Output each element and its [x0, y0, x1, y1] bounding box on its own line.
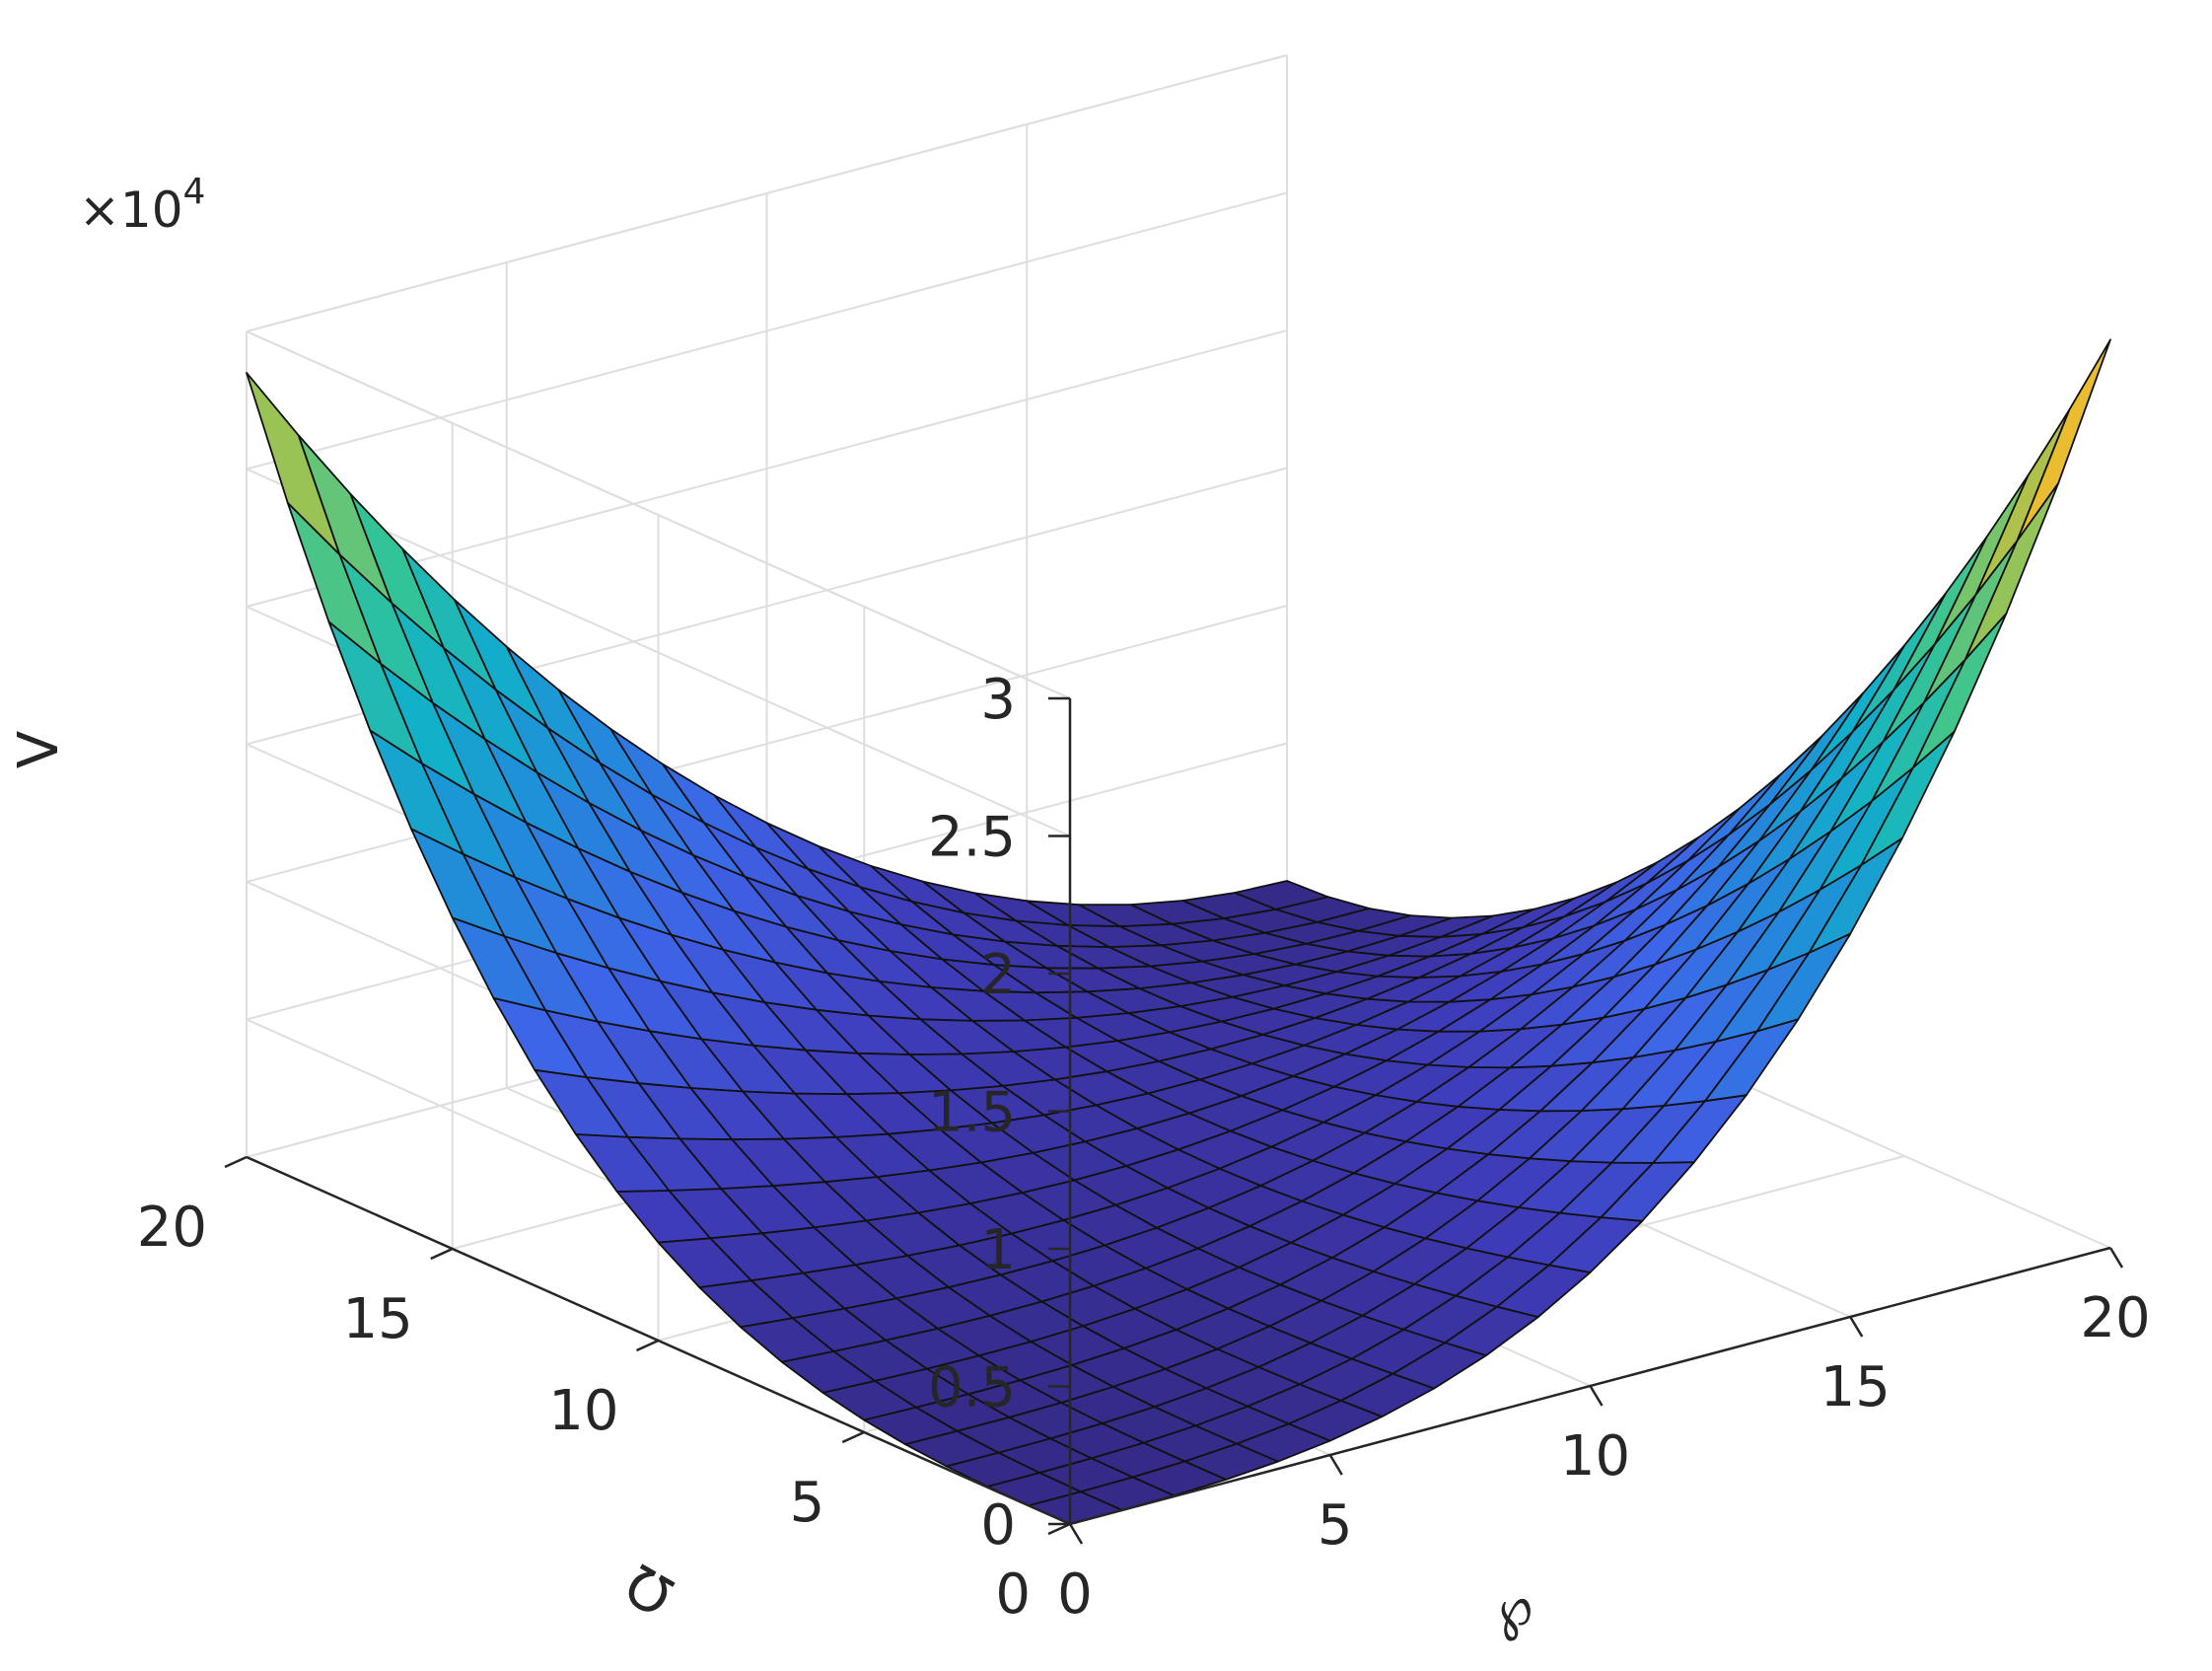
- y-tick-label: 20: [137, 1196, 207, 1260]
- x-tick-mark: [2108, 1247, 2124, 1269]
- z-axis-label: V: [7, 731, 71, 768]
- y-tick-mark: [224, 1155, 248, 1169]
- y-axis-label: Ω: [615, 1551, 684, 1628]
- x-tick-mark: [1328, 1454, 1343, 1476]
- y-tick-label: 0: [995, 1562, 1031, 1627]
- box-top-back-edge: [246, 54, 1288, 332]
- x-tick-mark: [1589, 1385, 1604, 1407]
- y-tick-mark: [430, 1247, 454, 1261]
- y-tick-mark: [841, 1430, 865, 1444]
- z-tick-label: 1.5: [928, 1081, 1016, 1145]
- box-top-left-edge: [246, 330, 1071, 699]
- x-tick-mark: [1849, 1316, 1864, 1338]
- y-tick-label: 15: [342, 1287, 412, 1351]
- surface-facet: [246, 371, 341, 556]
- z-exponent-power: 4: [183, 172, 206, 212]
- surface-facet: [2016, 338, 2111, 542]
- z-tick-label: 0: [980, 1493, 1016, 1558]
- x-tick-label: 5: [1318, 1493, 1353, 1558]
- z-tick-label: 0.5: [928, 1356, 1016, 1420]
- x-axis-label: ℘: [1483, 1571, 1541, 1644]
- z-tick-label: 2.5: [928, 806, 1016, 870]
- x-tick-label: 20: [2080, 1286, 2150, 1350]
- surface-layer: [246, 338, 2111, 1525]
- z-tick-label: 2: [980, 943, 1016, 1007]
- x-tick-mark: [1068, 1523, 1084, 1545]
- y-tick-label: 5: [790, 1471, 825, 1535]
- x-tick-label: 0: [1057, 1562, 1093, 1627]
- y-tick-label: 10: [548, 1379, 618, 1443]
- z-tick-label: 1: [980, 1218, 1016, 1282]
- x-tick-label: 15: [1820, 1355, 1891, 1419]
- y-tick-mark: [635, 1339, 660, 1352]
- axis-layer: 0 0.5 1 1.5 2 2.5 3 0 5 10 15 20 0 5 10 15 20: [137, 668, 2151, 1627]
- z-tick-label: 3: [980, 668, 1016, 732]
- x-tick-label: 10: [1560, 1424, 1630, 1489]
- y-tick-mark: [1047, 1522, 1071, 1536]
- z-exponent-label: ×104: [79, 172, 205, 239]
